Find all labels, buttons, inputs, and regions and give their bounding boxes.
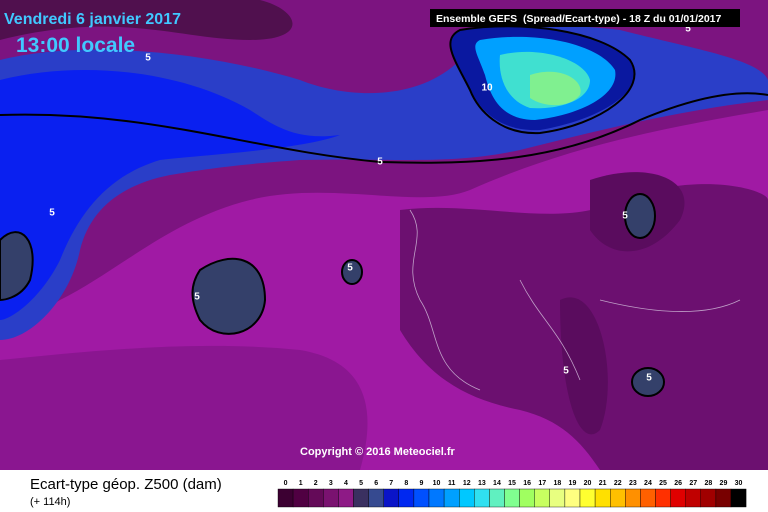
scale-label: 0 — [284, 480, 288, 487]
color-swatch — [383, 488, 400, 508]
scale-label: 22 — [614, 480, 622, 487]
scale-label: 12 — [463, 480, 471, 487]
contour-label: 5 — [377, 157, 383, 168]
time: 13:00 locale — [16, 34, 135, 57]
scale-label: 1 — [299, 480, 303, 487]
copyright: Copyright © 2016 Meteociel.fr — [300, 446, 456, 458]
scale-label: 27 — [689, 480, 697, 487]
scale-label: 20 — [584, 480, 592, 487]
contour-label: 5 — [194, 292, 200, 303]
color-swatch — [685, 488, 702, 508]
scale-label: 2 — [314, 480, 318, 487]
scale-label: 29 — [720, 480, 728, 487]
scale-label: 6 — [374, 480, 378, 487]
color-swatch — [292, 488, 309, 508]
color-swatch — [594, 488, 611, 508]
color-swatch — [715, 488, 732, 508]
color-swatch — [413, 488, 430, 508]
color-swatch — [489, 488, 505, 508]
scale-label: 19 — [569, 480, 577, 487]
scale-label: 7 — [389, 480, 393, 487]
model: Ensemble GEFS (Spread/Ecart-type) - 18 Z… — [436, 13, 722, 25]
scale-label: 15 — [508, 480, 516, 487]
color-swatch — [459, 488, 475, 508]
scale-label: 9 — [419, 480, 423, 487]
scale-label: 21 — [599, 480, 607, 487]
contour-label: 5 — [646, 373, 652, 384]
scale-label: 26 — [674, 480, 682, 487]
contour-label: 10 — [481, 83, 493, 94]
scale-label: 30 — [735, 480, 743, 487]
color-swatch — [474, 488, 490, 508]
color-swatch — [655, 488, 671, 508]
legend-lead: (+ 114h) — [30, 496, 70, 508]
color-swatch — [398, 488, 415, 508]
color-swatch — [549, 488, 566, 508]
scale-label: 17 — [538, 480, 546, 487]
color-swatch — [625, 488, 641, 508]
map: 5 10 5 5 5 5 5 5 5 5 — [0, 0, 768, 471]
color-swatch — [277, 488, 294, 508]
contour-label: 5 — [145, 53, 151, 64]
color-swatch — [323, 488, 339, 508]
color-swatch — [504, 488, 520, 508]
contour-label: 5 — [49, 208, 55, 219]
color-swatch — [640, 488, 656, 508]
color-swatch — [700, 488, 717, 508]
color-swatch — [670, 488, 686, 508]
contour-label: 5 — [347, 263, 353, 274]
color-swatch — [338, 488, 354, 508]
color-swatch — [308, 488, 324, 508]
scale-label: 13 — [478, 480, 486, 487]
scale-label: 11 — [448, 480, 456, 487]
model-box — [430, 9, 740, 27]
scale-label: 18 — [553, 480, 561, 487]
color-swatch — [534, 488, 551, 508]
color-swatch — [428, 488, 445, 508]
date: Vendredi 6 janvier 2017 — [4, 11, 181, 28]
scale-label: 4 — [344, 480, 348, 487]
color-swatch — [519, 488, 535, 508]
scale-label: 14 — [493, 480, 501, 487]
scale-label: 25 — [659, 480, 667, 487]
scale-label: 10 — [433, 480, 441, 487]
scale-label: 3 — [329, 480, 333, 487]
scale-label: 23 — [629, 480, 637, 487]
contour-label: 5 — [622, 211, 628, 222]
scale-label: 24 — [644, 480, 652, 487]
color-swatch — [443, 488, 460, 508]
color-swatch — [353, 488, 369, 508]
color-swatch — [368, 488, 384, 508]
color-swatch — [579, 488, 596, 508]
legend-title: Ecart-type géop. Z500 (dam) — [30, 476, 222, 493]
colorbar: 0 1 2 3 4 5 6 7 8 9 10 11 12 13 14 15 16 17 18 19 20 21 22 23 24… — [277, 480, 747, 508]
scale-label: 8 — [404, 480, 408, 487]
scale-label: 5 — [359, 480, 363, 487]
color-swatch — [610, 488, 626, 508]
color-swatch — [564, 488, 581, 508]
contour-label: 5 — [685, 24, 691, 35]
scale-label: 16 — [523, 480, 531, 487]
scale-label: 28 — [704, 480, 712, 487]
contour-label: 5 — [563, 366, 569, 377]
color-swatch — [730, 488, 747, 508]
